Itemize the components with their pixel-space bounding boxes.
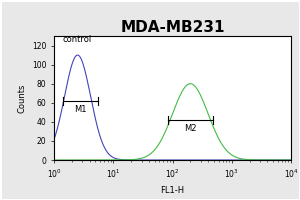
Title: MDA-MB231: MDA-MB231 [120,20,225,35]
Y-axis label: Counts: Counts [17,83,26,113]
Text: M1: M1 [74,105,87,114]
Text: control: control [63,35,92,44]
X-axis label: FL1-H: FL1-H [160,186,184,195]
Text: M2: M2 [184,124,197,133]
